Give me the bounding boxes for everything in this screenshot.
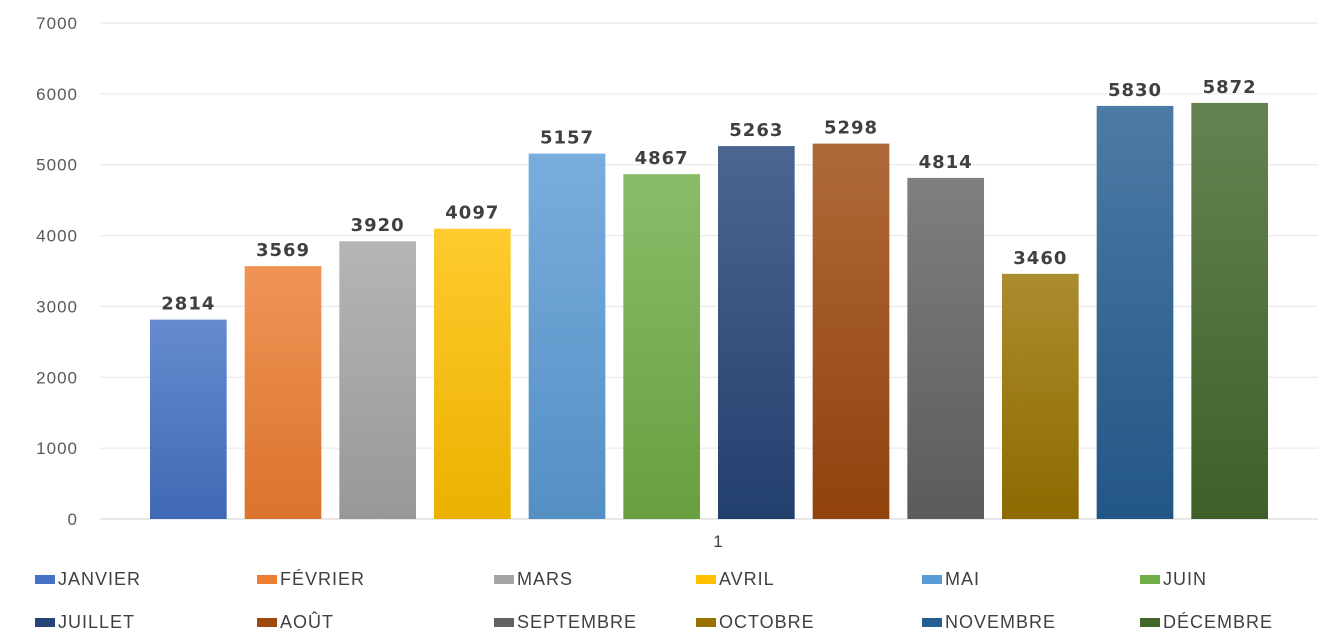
data-label: 5830 <box>1108 80 1162 101</box>
bar-août <box>812 143 890 519</box>
bar-juin <box>623 174 701 519</box>
legend-label: MARS <box>517 569 573 589</box>
legend-item: MARS <box>494 569 573 589</box>
bars <box>150 102 1269 520</box>
data-label: 4097 <box>445 203 499 224</box>
data-label: 4867 <box>635 148 689 169</box>
legend-swatch <box>1140 618 1160 627</box>
bar-septembre <box>907 177 985 519</box>
data-label: 4814 <box>919 152 973 173</box>
data-labels: 2814 3569 3920 4097 5157 4867 5263 5298 4814 3460… <box>161 77 1257 315</box>
legend-label: DÉCEMBRE <box>1163 612 1273 632</box>
bar-mars <box>339 241 417 520</box>
bar-février <box>244 266 322 519</box>
legend-item: AVRIL <box>696 569 775 589</box>
data-label: 3569 <box>256 240 310 261</box>
y-tick-label: 7000 <box>36 14 78 33</box>
legend-label: MAI <box>945 569 980 589</box>
data-label: 5157 <box>540 128 594 149</box>
legend-item: OCTOBRE <box>696 612 815 632</box>
legend-item: JUILLET <box>35 612 135 632</box>
legend-item: JANVIER <box>35 569 141 589</box>
legend-swatch <box>494 575 514 584</box>
legend-label: JUIN <box>1163 569 1207 589</box>
legend-label: SEPTEMBRE <box>517 612 637 632</box>
data-label: 5298 <box>824 118 878 139</box>
y-tick-label: 6000 <box>36 85 78 104</box>
bar-décembre <box>1191 102 1269 520</box>
bar-novembre <box>1096 105 1174 519</box>
legend-label: JUILLET <box>58 612 135 632</box>
legend-swatch <box>35 575 55 584</box>
legend-swatch <box>696 575 716 584</box>
data-label: 3460 <box>1013 248 1067 269</box>
bar-janvier <box>150 319 227 519</box>
y-axis: 0 1000 2000 3000 4000 5000 6000 7000 <box>36 14 78 529</box>
x-axis: 1 <box>713 532 722 551</box>
legend-label: OCTOBRE <box>719 612 815 632</box>
legend-item: MAI <box>922 569 980 589</box>
data-label: 2814 <box>161 294 215 315</box>
legend: JANVIER FÉVRIER MARS AVRIL MAI JUIN JUILLET AOÛ… <box>35 569 1273 632</box>
legend-swatch <box>257 575 277 584</box>
data-label: 5263 <box>729 120 783 141</box>
y-tick-label: 0 <box>68 510 78 529</box>
legend-item: DÉCEMBRE <box>1140 612 1273 632</box>
legend-swatch <box>922 575 942 584</box>
legend-item: FÉVRIER <box>257 569 365 589</box>
y-tick-label: 4000 <box>36 227 78 246</box>
legend-item: AOÛT <box>257 611 334 632</box>
legend-swatch <box>696 618 716 627</box>
legend-label: JANVIER <box>58 569 141 589</box>
legend-swatch <box>1140 575 1160 584</box>
bar-juillet <box>718 146 795 519</box>
legend-label: FÉVRIER <box>280 569 365 589</box>
legend-swatch <box>922 618 942 627</box>
legend-label: NOVEMBRE <box>945 612 1056 632</box>
bar-mai <box>528 153 606 519</box>
y-tick-label: 3000 <box>36 297 78 316</box>
x-tick-label: 1 <box>713 532 722 551</box>
legend-label: AOÛT <box>280 611 334 632</box>
legend-label: AVRIL <box>719 569 775 589</box>
legend-item: JUIN <box>1140 569 1207 589</box>
data-label: 5872 <box>1203 77 1257 98</box>
legend-swatch <box>257 618 277 627</box>
bar-avril <box>434 228 511 519</box>
legend-swatch <box>35 618 55 627</box>
legend-swatch <box>494 618 514 627</box>
y-tick-label: 5000 <box>36 156 78 175</box>
legend-item: NOVEMBRE <box>922 612 1056 632</box>
data-label: 3920 <box>351 215 405 236</box>
y-tick-label: 1000 <box>36 439 78 458</box>
legend-item: SEPTEMBRE <box>494 612 637 632</box>
bar-octobre <box>1002 273 1079 519</box>
y-tick-label: 2000 <box>36 368 78 387</box>
